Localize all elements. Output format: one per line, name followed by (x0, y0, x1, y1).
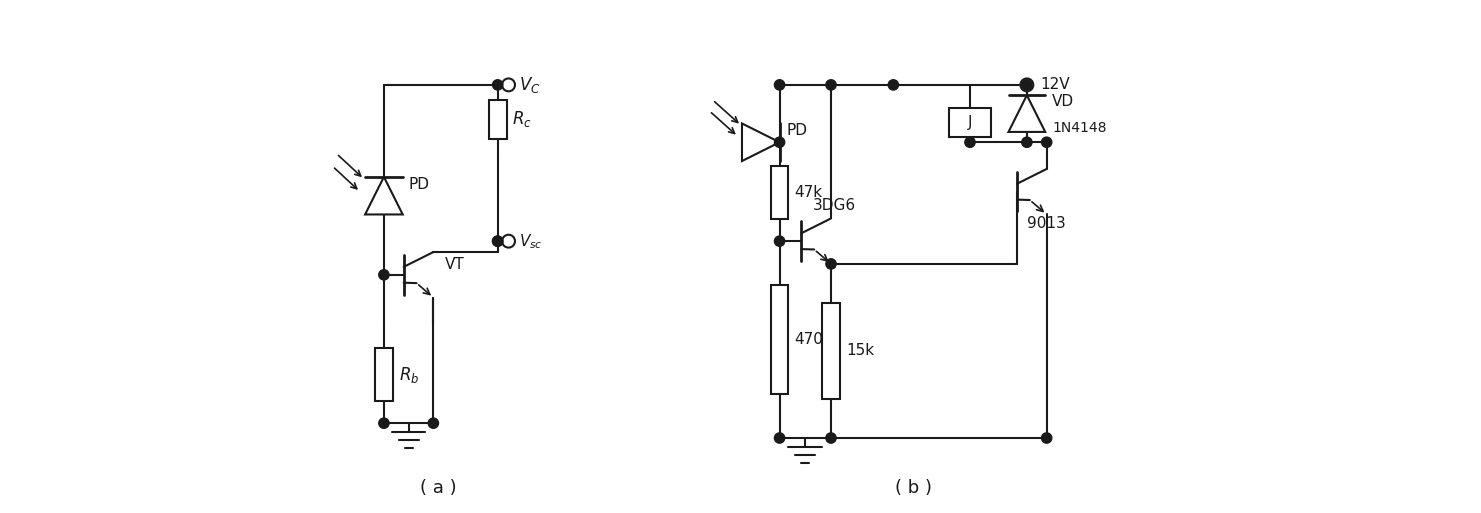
Bar (770, 285, 788, 393)
Circle shape (964, 137, 974, 147)
Circle shape (379, 418, 390, 428)
Bar (375, 348, 392, 401)
Text: 47k: 47k (794, 185, 822, 200)
Circle shape (379, 270, 390, 280)
Circle shape (1041, 137, 1052, 147)
Circle shape (428, 418, 438, 428)
Circle shape (826, 433, 837, 443)
Circle shape (1041, 433, 1052, 443)
Circle shape (826, 259, 837, 269)
Text: ( b ): ( b ) (895, 480, 932, 498)
Text: 3DG6: 3DG6 (813, 199, 856, 213)
Circle shape (502, 235, 515, 248)
Text: $R_c$: $R_c$ (512, 109, 532, 129)
Text: 15k: 15k (846, 344, 874, 359)
Text: $V_C$: $V_C$ (520, 75, 541, 95)
Polygon shape (366, 177, 403, 214)
Text: $V_{sc}$: $V_{sc}$ (520, 232, 544, 250)
Bar (822, 303, 840, 399)
Text: VT: VT (446, 258, 465, 272)
Bar (949, 108, 991, 137)
Circle shape (775, 433, 785, 443)
Polygon shape (1009, 95, 1046, 132)
Text: $R_b$: $R_b$ (398, 365, 419, 385)
Text: VD: VD (1052, 93, 1074, 109)
Text: J: J (967, 115, 972, 130)
Circle shape (775, 236, 785, 246)
Circle shape (1022, 137, 1032, 147)
Text: 470k: 470k (794, 332, 832, 347)
Circle shape (775, 137, 785, 147)
Text: ( a ): ( a ) (421, 480, 456, 498)
Circle shape (493, 236, 504, 246)
Circle shape (889, 80, 899, 90)
Text: 12V: 12V (1041, 77, 1071, 92)
Circle shape (493, 236, 504, 246)
Circle shape (493, 80, 504, 90)
Text: 9013: 9013 (1026, 216, 1066, 231)
Circle shape (1020, 78, 1034, 91)
Text: PD: PD (409, 176, 429, 192)
Circle shape (1022, 80, 1032, 90)
Circle shape (826, 80, 837, 90)
Text: PD: PD (786, 123, 807, 139)
Bar (770, 166, 788, 220)
Bar (489, 101, 507, 139)
Circle shape (775, 80, 785, 90)
Text: 1N4148: 1N4148 (1052, 122, 1106, 135)
Polygon shape (742, 124, 779, 161)
Circle shape (502, 78, 515, 91)
